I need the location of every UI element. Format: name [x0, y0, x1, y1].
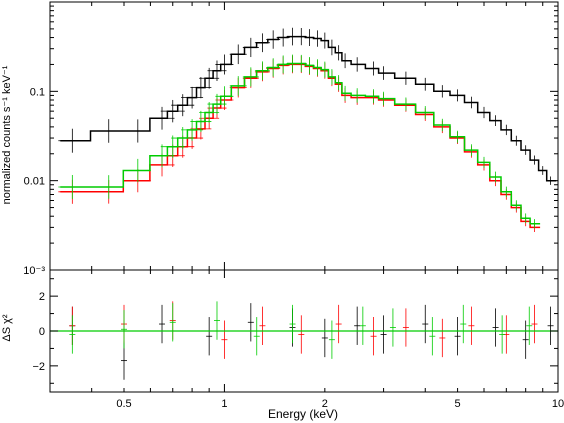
spectrum-frame	[49, 1, 559, 271]
x-tick-label: 0.5	[116, 398, 131, 410]
x-tick-label: 10	[552, 398, 564, 410]
x-tick-label: 5	[455, 398, 461, 410]
y-tick-label: 0.01	[24, 176, 45, 188]
residual-y-tick-label: −2	[32, 361, 45, 373]
x-tick-label: 2	[322, 398, 328, 410]
residual-y-tick-label: 0	[39, 326, 45, 338]
plot-frames	[49, 1, 559, 393]
residual-y-tick-label: 2	[39, 291, 45, 303]
top-y-axis-label: normalized counts s⁻¹ keV⁻¹	[1, 65, 13, 204]
bottom-y-axis-label: ΔS χ²	[1, 314, 13, 342]
spectrum-model-line-1	[60, 63, 541, 229]
axis-ticks: 0.5 1 2 5 10 0.1 0.01 10⁻³ 2 0 −2	[23, 1, 564, 410]
x-axis-label: Energy (keV)	[268, 407, 338, 421]
spectrum-model-line-2	[60, 62, 541, 225]
y-tick-label: 0.1	[30, 86, 45, 98]
x-tick-label: 1	[221, 398, 227, 410]
residuals-plot-area	[50, 301, 558, 380]
spectrum-plot-area	[58, 27, 557, 232]
spectrum-model-line-0	[60, 35, 557, 182]
y-tick-label: 10⁻³	[23, 265, 45, 277]
